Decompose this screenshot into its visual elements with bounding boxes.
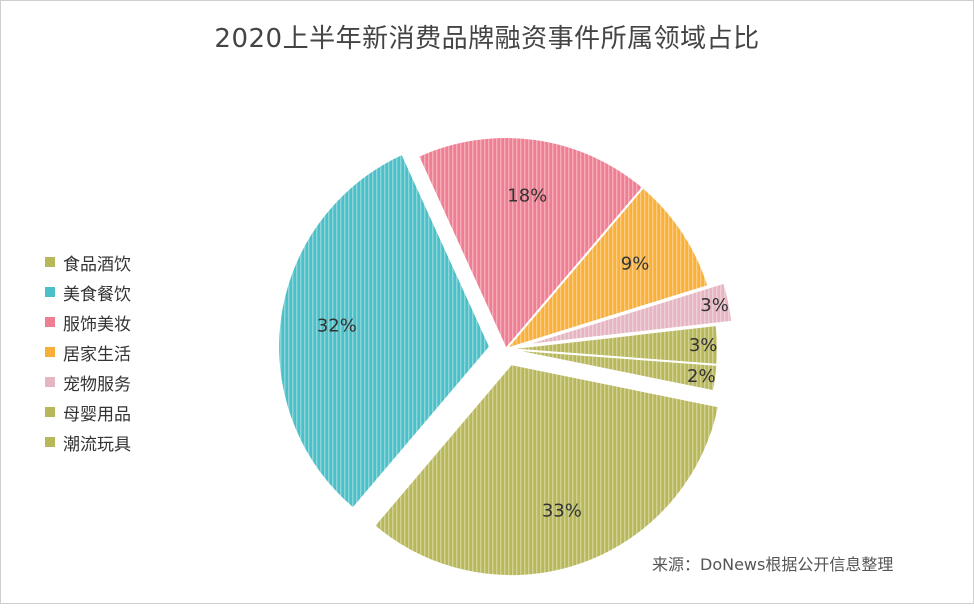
legend-swatch: [45, 347, 55, 357]
legend-swatch: [45, 287, 55, 297]
legend-label: 居家生活: [63, 344, 131, 365]
slice-label-5: 3%: [700, 295, 729, 316]
legend-swatch: [45, 437, 55, 447]
legend-item: 宠物服务: [45, 367, 131, 397]
legend-item: 服饰美妆: [45, 307, 131, 337]
pie-slice-5: [521, 281, 734, 347]
legend-label: 服饰美妆: [63, 314, 131, 335]
legend-item: 居家生活: [45, 337, 131, 367]
legend-item: 潮流玩具: [45, 427, 131, 457]
legend-label: 美食餐饮: [63, 284, 131, 305]
legend-swatch: [45, 377, 55, 387]
slice-label-3: 18%: [507, 186, 547, 207]
legend-swatch: [45, 407, 55, 417]
slice-label-6: 3%: [689, 335, 718, 356]
pie-slice-3: [416, 136, 645, 351]
pie-slice-1: [372, 363, 721, 578]
slice-label-1: 33%: [542, 500, 582, 521]
legend-label: 母婴用品: [63, 404, 131, 425]
source-note: 来源：DoNews根据公开信息整理: [652, 555, 894, 574]
slice-label-7: 2%: [687, 366, 716, 387]
legend: 食品酒饮美食餐饮服饰美妆居家生活宠物服务母婴用品潮流玩具: [45, 247, 131, 457]
legend-item: 食品酒饮: [45, 247, 131, 277]
legend-swatch: [45, 317, 55, 327]
chart-title: 2020上半年新消费品牌融资事件所属领域占比: [214, 24, 760, 54]
pie-slice-2: [277, 152, 492, 510]
pie-slice-7: [505, 348, 719, 393]
legend-label: 食品酒饮: [63, 254, 131, 275]
pie-slice-4: [503, 185, 710, 351]
legend-item: 母婴用品: [45, 397, 131, 427]
slice-label-4: 9%: [621, 254, 650, 275]
legend-swatch: [45, 257, 55, 267]
legend-label: 宠物服务: [63, 374, 131, 395]
legend-item: 美食餐饮: [45, 277, 131, 307]
legend-label: 潮流玩具: [63, 434, 131, 455]
slice-label-2: 32%: [317, 316, 357, 337]
